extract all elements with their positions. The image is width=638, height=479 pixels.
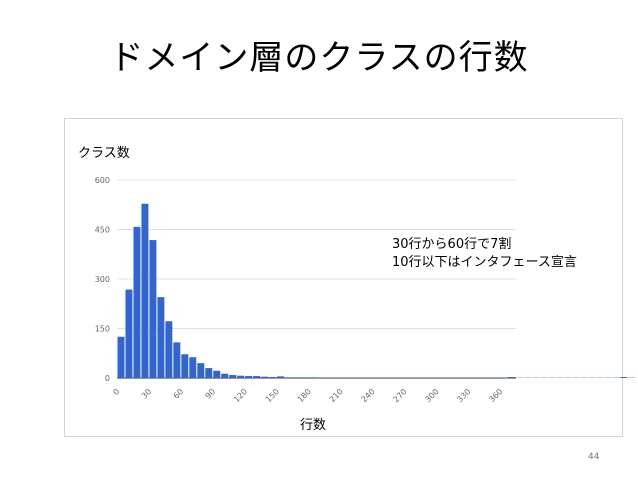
histogram-bar <box>293 377 301 378</box>
histogram-bar <box>253 376 261 378</box>
x-tick-label: 210 <box>328 387 345 404</box>
histogram-bar <box>269 377 277 378</box>
histogram-bar <box>301 377 309 378</box>
x-tick-label: 360 <box>487 387 504 404</box>
histogram-bar <box>245 376 253 378</box>
histogram-bar <box>213 370 221 378</box>
histogram-bar <box>285 377 293 378</box>
histogram-bar <box>261 376 269 378</box>
x-tick-label: 270 <box>392 387 409 404</box>
slide-title: ドメイン層のクラスの行数 <box>109 38 529 78</box>
x-tick-label: 30 <box>140 387 154 401</box>
histogram-bar <box>205 368 213 378</box>
histogram-bar <box>309 377 316 378</box>
histogram-bar <box>117 336 125 378</box>
y-tick-label: 300 <box>95 275 110 284</box>
x-axis-label: 行数 <box>300 418 327 433</box>
y-tick-label: 150 <box>95 325 110 334</box>
histogram-bar <box>221 373 229 378</box>
chart-frame <box>64 118 623 437</box>
histogram-bar <box>141 203 149 378</box>
x-tick-label: 300 <box>423 387 440 404</box>
histogram-bar <box>125 289 133 378</box>
x-tick-label: 330 <box>455 387 472 404</box>
annotation-line-1: 30行から60行で7割 <box>392 237 512 252</box>
x-tick-label: 0 <box>111 387 121 397</box>
x-tick-label: 150 <box>264 387 281 404</box>
x-tick-label: 60 <box>172 387 186 401</box>
histogram-bar <box>149 240 157 378</box>
annotation-line-2: 10行以下はインタフェース宣言 <box>392 255 577 270</box>
histogram-bar <box>620 377 628 378</box>
x-tick-label: 90 <box>204 387 218 401</box>
histogram-bar <box>508 377 516 378</box>
histogram-bar <box>237 375 245 378</box>
histogram-bar <box>133 226 141 378</box>
y-axis-label: クラス数 <box>78 146 130 161</box>
y-tick-label: 0 <box>105 374 110 383</box>
x-tick-label: 240 <box>360 387 377 404</box>
histogram-bar <box>197 363 205 378</box>
histogram-bar <box>277 376 285 378</box>
histogram-bar <box>165 321 173 378</box>
y-tick-label: 450 <box>95 226 110 235</box>
page-number: 44 <box>588 452 600 462</box>
histogram-bar <box>189 357 197 378</box>
x-tick-label: 180 <box>296 387 313 404</box>
y-tick-label: 600 <box>95 176 110 185</box>
histogram-bar <box>157 297 165 378</box>
histogram-bar <box>181 354 189 378</box>
histogram-bar <box>173 342 181 378</box>
histogram-bar <box>229 375 237 378</box>
chart-annotation: 30行から60行で7割 10行以下はインタフェース宣言 <box>392 236 577 272</box>
x-tick-label: 120 <box>232 387 249 404</box>
